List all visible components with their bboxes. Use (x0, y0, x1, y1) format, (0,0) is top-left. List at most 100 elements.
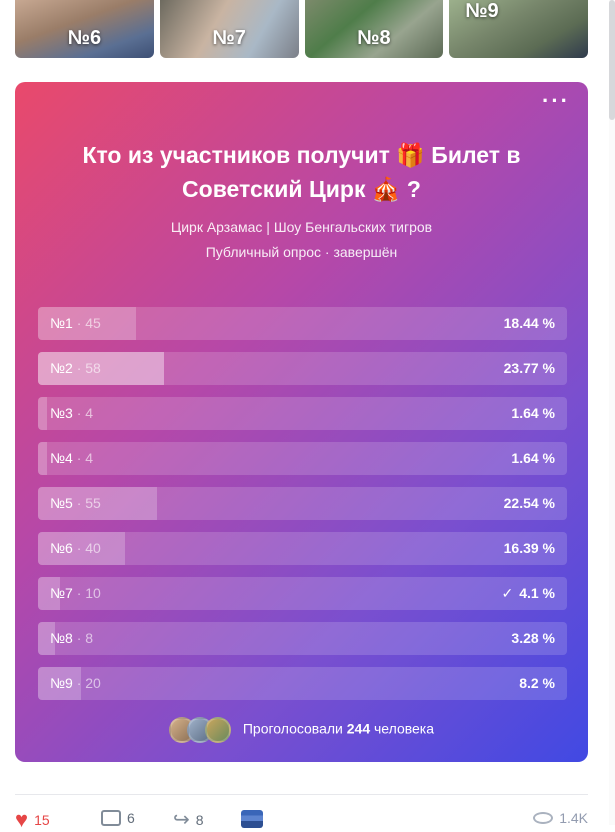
poll-option-percent: 3.28 % (511, 630, 555, 646)
photo-thumbnail-9[interactable]: №9 (449, 0, 588, 58)
poll-option-votes: 40 (85, 540, 101, 556)
poll-option-label: №3 · 4 (50, 405, 93, 421)
poll-option-bar (38, 532, 125, 565)
poll-option-votes: 20 (85, 675, 101, 691)
share-arrow-icon: ↪ (173, 809, 190, 831)
poll-title: Кто из участников получит 🎁 Билет в Сове… (82, 142, 521, 202)
photo-thumbnail-8[interactable]: №8 (304, 0, 444, 58)
poll-status: Публичный опрос · завершён (205, 244, 398, 260)
poll-option-votes: 55 (85, 495, 101, 511)
separator-dot: · (72, 450, 86, 466)
poll-option-label: №8 · 8 (50, 630, 93, 646)
poll-option[interactable]: №7 · 10 ✓ 4.1 % (38, 577, 567, 610)
poll-option-percent-value: 23.77 % (503, 360, 555, 376)
comment-icon (101, 810, 121, 826)
poll-option-name: №4 (50, 450, 73, 466)
thumbnail-label: №6 (67, 27, 102, 49)
poll-option-votes: 58 (85, 360, 101, 376)
poll-option-percent: 18.44 % (504, 315, 555, 331)
layers-icon (241, 810, 263, 828)
poll-option-percent-value: 16.39 % (503, 540, 555, 556)
like-button[interactable]: ♥ 15 (15, 807, 50, 832)
poll-subtitle: Цирк Арзамас | Шоу Бенгальских тигров (170, 219, 433, 235)
poll-option-name: №2 (50, 360, 73, 376)
poll-option-bar (38, 442, 47, 475)
views-counter: 1.4K (533, 810, 588, 826)
poll-option-label: №9 · 20 (50, 675, 101, 691)
poll-option-votes: 8 (85, 630, 94, 646)
voters-prefix: Проголосовали (242, 720, 343, 737)
separator-dot: · (72, 540, 86, 556)
poll-option-percent: 8.2 % (519, 675, 555, 691)
poll-option[interactable]: №4 · 4 1.64 % (38, 442, 567, 475)
comment-button[interactable]: 6 (101, 810, 135, 826)
poll-option-percent: 1.64 % (511, 450, 555, 466)
poll-option[interactable]: №6 · 40 16.39 % (38, 532, 567, 565)
poll-option[interactable]: №3 · 4 1.64 % (38, 397, 567, 430)
divider (15, 794, 588, 795)
post-actions: ♥ 15 6 ↪ 8 1.4K (15, 807, 588, 832)
more-options-icon[interactable]: ··· (542, 88, 570, 113)
poll-option[interactable]: №8 · 8 3.28 % (38, 622, 567, 655)
scrollbar-thumb[interactable] (609, 0, 615, 120)
thumbnail-label: №7 (212, 27, 246, 49)
poll-option-label: №5 · 55 (50, 495, 101, 511)
collection-button[interactable] (241, 810, 263, 828)
poll-option-label: №1 · 45 (50, 315, 101, 331)
separator-dot: · (72, 585, 86, 601)
poll-option-votes: 4 (85, 405, 94, 421)
poll-option[interactable]: №2 · 58 23.77 % (38, 352, 567, 385)
voters-text: Проголосовали 244 человека (243, 721, 434, 737)
photo-thumbnails: №6 №7 №8 №9 (15, 0, 588, 58)
poll-option-percent: 22.54 % (504, 495, 555, 511)
poll-option-percent: 1.64 % (511, 405, 555, 421)
separator-dot: · (72, 675, 86, 691)
checkmark-icon: ✓ (501, 585, 514, 601)
poll-option-bar (38, 622, 56, 655)
thumbnail-label: №8 (357, 27, 391, 49)
poll-option-percent-value: 1.64 % (511, 450, 555, 466)
avatar (204, 717, 231, 743)
poll-card: ··· Кто из участников получит 🎁 Билет в … (15, 82, 588, 762)
voters-count: 244 (346, 720, 371, 737)
poll-option-name: №1 (50, 315, 73, 331)
heart-icon: ♥ (15, 807, 29, 832)
poll-option-bar (38, 667, 82, 700)
scrollbar-track[interactable] (609, 0, 615, 825)
poll-option-bar (38, 487, 158, 520)
poll-option[interactable]: №1 · 45 18.44 % (38, 307, 567, 340)
poll-option-percent-value: 3.28 % (511, 630, 555, 646)
poll-option-percent: 16.39 % (504, 540, 555, 556)
poll-option-percent: 23.77 % (504, 360, 555, 376)
poll-option-votes: 45 (85, 315, 101, 331)
share-count: 8 (195, 812, 204, 828)
thumbnail-label: №9 (465, 0, 499, 22)
eye-icon (533, 812, 554, 824)
poll-option-bar (38, 397, 47, 430)
separator-dot: · (72, 630, 86, 646)
poll-option-label: №4 · 4 (50, 450, 93, 466)
poll-options: №1 · 45 18.44 % №2 · 58 23.77 % №3 · 4 1.64 %… (38, 307, 567, 712)
poll-option[interactable]: №9 · 20 8.2 % (38, 667, 567, 700)
poll-option-votes: 10 (85, 585, 101, 601)
poll-option[interactable]: №5 · 55 22.54 % (38, 487, 567, 520)
poll-option-label: №7 · 10 (50, 585, 101, 601)
poll-option-name: №8 (50, 630, 73, 646)
poll-option-name: №7 (50, 585, 73, 601)
poll-option-label: №2 · 58 (50, 360, 101, 376)
poll-option-votes: 4 (85, 450, 94, 466)
views-count: 1.4K (559, 810, 588, 826)
poll-option-name: №6 (50, 540, 73, 556)
poll-option-bar (38, 352, 164, 385)
voters-summary[interactable]: Проголосовали 244 человека (15, 717, 588, 743)
share-button[interactable]: ↪ 8 (173, 810, 204, 830)
separator-dot: · (72, 315, 86, 331)
poll-option-percent-value: 4.1 % (519, 585, 555, 601)
poll-option-percent-value: 8.2 % (519, 675, 555, 691)
photo-thumbnail-7[interactable]: №7 (159, 0, 299, 58)
like-count: 15 (34, 812, 50, 828)
photo-thumbnail-6[interactable]: №6 (15, 0, 154, 58)
poll-option-label: №6 · 40 (50, 540, 101, 556)
separator-dot: · (72, 495, 86, 511)
comment-count: 6 (127, 810, 135, 826)
